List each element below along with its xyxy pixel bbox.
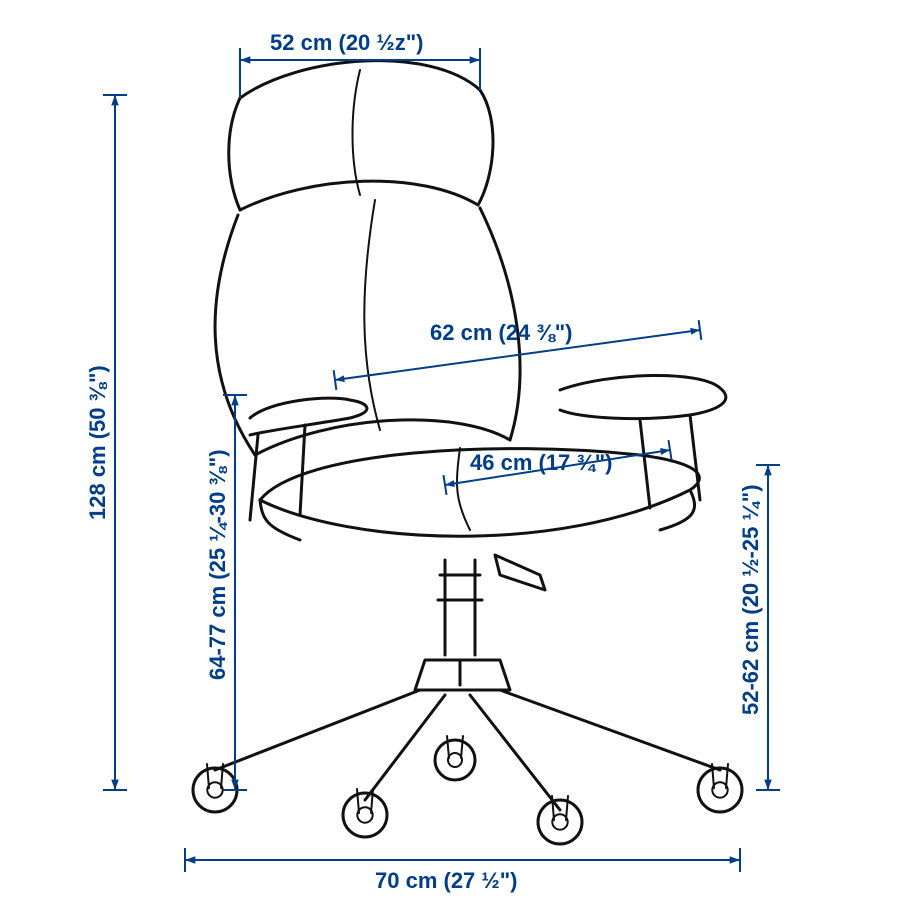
- dimension-diagram: 52 cm (20 ½z") 128 cm (50 ⅜") 64-77 cm (25…: [0, 0, 900, 900]
- dim-label-base_width: 70 cm (27 ½"): [375, 868, 518, 893]
- dim-label-top_width: 52 cm (20 ½z"): [270, 30, 424, 55]
- dim-label-total_height: 128 cm (50 ⅜"): [85, 365, 110, 520]
- dim-label-seat_depth: 46 cm (17 ¾"): [470, 450, 613, 475]
- dim-label-seat_height: 64-77 cm (25 ¼-30 ⅜"): [205, 449, 230, 680]
- dim-label-arm_span: 62 cm (24 ⅜"): [430, 320, 573, 345]
- dim-label-arm_height: 52-62 cm (20 ½-25 ¼"): [738, 484, 763, 715]
